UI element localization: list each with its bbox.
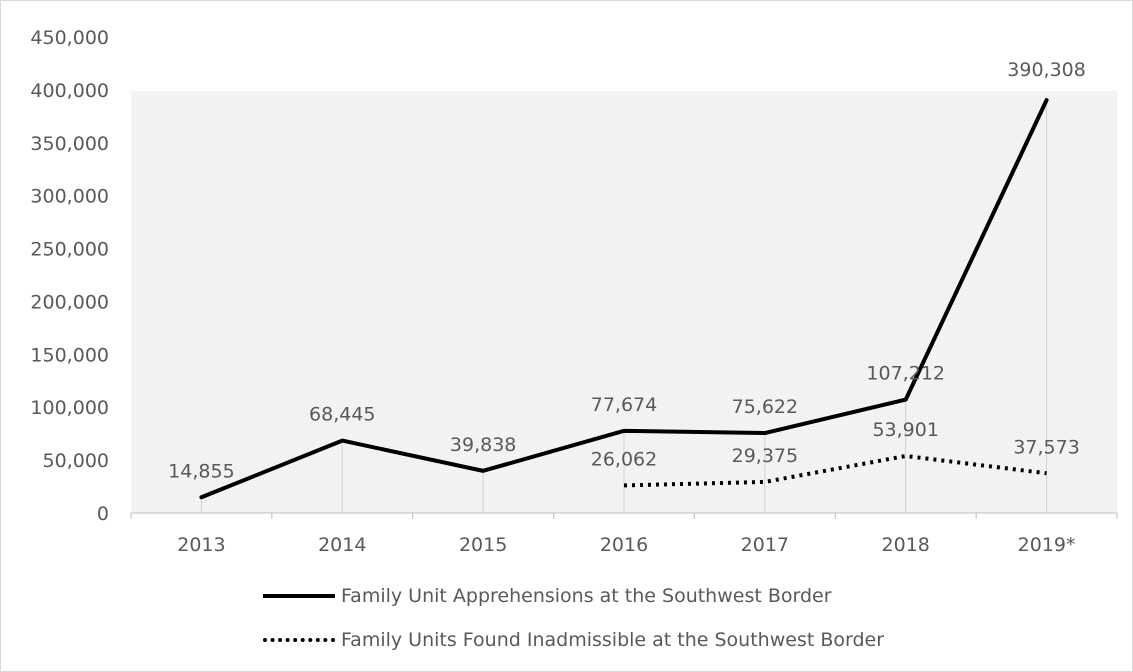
y-tick-label: 100,000 [30, 397, 109, 419]
x-tick-label: 2018 [882, 534, 930, 556]
data-label-apprehensions: 107,212 [866, 363, 945, 385]
legend-label-apprehensions: Family Unit Apprehensions at the Southwe… [341, 585, 832, 607]
data-label-apprehensions: 77,674 [591, 394, 657, 416]
y-tick-label: 0 [97, 503, 109, 525]
y-tick-label: 150,000 [30, 344, 109, 366]
data-label-apprehensions: 390,308 [1007, 59, 1086, 81]
y-tick-label: 400,000 [30, 80, 109, 102]
line-chart: 0 50,000 100,000 150,000 200,000 250,000 300,0… [30, 27, 1118, 556]
data-label-apprehensions: 68,445 [309, 404, 375, 426]
data-label-inadmissible: 29,375 [732, 445, 798, 467]
x-tick-label: 2019* [1018, 534, 1076, 556]
data-label-inadmissible: 37,573 [1013, 436, 1079, 458]
data-label-apprehensions: 75,622 [732, 396, 798, 418]
y-tick-label: 300,000 [30, 186, 109, 208]
x-tick-label: 2014 [318, 534, 366, 556]
data-label-inadmissible: 53,901 [872, 419, 938, 441]
data-label-apprehensions: 14,855 [168, 460, 234, 482]
series-line-apprehensions [199, 98, 1049, 500]
legend-label-inadmissible: Family Units Found Inadmissible at the S… [341, 629, 885, 651]
y-tick-label: 250,000 [30, 239, 109, 261]
y-tick-label: 50,000 [43, 450, 109, 472]
data-label-inadmissible: 26,062 [591, 448, 657, 470]
x-tick-label: 2016 [600, 534, 648, 556]
y-tick-label: 200,000 [30, 291, 109, 313]
y-tick-label: 450,000 [30, 27, 109, 49]
x-tick-label: 2015 [459, 534, 507, 556]
x-tick-label: 2017 [741, 534, 789, 556]
legend-solid-line-swatch [263, 594, 335, 598]
x-tick-label: 2013 [177, 534, 225, 556]
legend-dotted-line-swatch [263, 638, 335, 642]
data-label-apprehensions: 39,838 [450, 434, 516, 456]
y-tick-label: 350,000 [30, 133, 109, 155]
